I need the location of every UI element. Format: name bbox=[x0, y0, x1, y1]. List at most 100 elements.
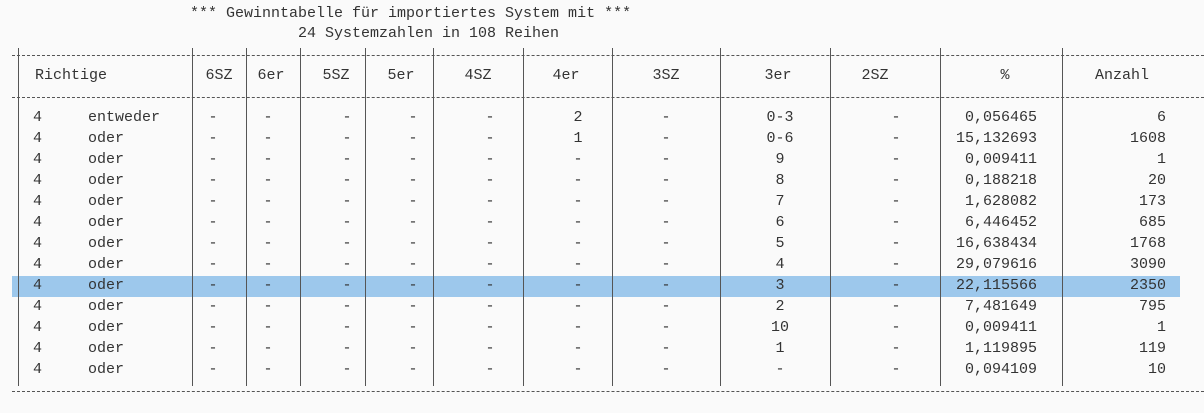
cell: - bbox=[208, 298, 218, 315]
column-separator bbox=[246, 48, 247, 386]
cell: - bbox=[263, 256, 273, 273]
column-separator bbox=[433, 48, 434, 386]
separator bbox=[12, 97, 1204, 98]
column-header: 6er bbox=[257, 67, 285, 84]
title: *** Gewinntabelle für importiertes Syste… bbox=[190, 5, 632, 22]
column-separator bbox=[300, 48, 301, 386]
cell: - bbox=[891, 256, 901, 273]
cell: - bbox=[485, 340, 495, 357]
cell: - bbox=[573, 298, 583, 315]
column-separator bbox=[1062, 48, 1063, 386]
cell: - bbox=[408, 256, 418, 273]
cell: 0-6 bbox=[766, 130, 794, 147]
cell: 0,056465 bbox=[964, 109, 1037, 126]
cell: - bbox=[408, 172, 418, 189]
column-header: 6SZ bbox=[205, 67, 233, 84]
cell: - bbox=[208, 151, 218, 168]
cell: - bbox=[263, 172, 273, 189]
cell: - bbox=[208, 340, 218, 357]
cell: - bbox=[661, 109, 671, 126]
cell: - bbox=[573, 151, 583, 168]
cell: - bbox=[485, 298, 495, 315]
cell: - bbox=[408, 193, 418, 210]
cell: 795 bbox=[1138, 298, 1166, 315]
cell: 7,481649 bbox=[964, 298, 1037, 315]
cell: 1,119895 bbox=[964, 340, 1037, 357]
cell: 29,079616 bbox=[955, 256, 1037, 273]
column-header: Anzahl bbox=[1094, 67, 1150, 84]
cell: 1 bbox=[1156, 151, 1166, 168]
cell: - bbox=[661, 172, 671, 189]
cell: 8 bbox=[775, 172, 785, 189]
cell: - bbox=[408, 214, 418, 231]
cell: - bbox=[408, 151, 418, 168]
cell: 4 bbox=[33, 109, 43, 126]
cell: - bbox=[485, 277, 495, 294]
cell: - bbox=[208, 193, 218, 210]
cell: - bbox=[775, 361, 785, 378]
cell: - bbox=[263, 235, 273, 252]
column-separator bbox=[523, 48, 524, 386]
cell: 4 bbox=[33, 319, 43, 336]
cell: - bbox=[485, 256, 495, 273]
cell: 4 bbox=[33, 130, 43, 147]
cell: - bbox=[342, 214, 352, 231]
cell: 4 bbox=[33, 256, 43, 273]
cell: - bbox=[485, 130, 495, 147]
cell: 20 bbox=[1147, 172, 1166, 189]
cell: - bbox=[342, 340, 352, 357]
cell: 685 bbox=[1138, 214, 1166, 231]
cell: 4 bbox=[33, 298, 43, 315]
cell: - bbox=[263, 298, 273, 315]
cell: - bbox=[573, 214, 583, 231]
cell: - bbox=[573, 277, 583, 294]
column-separator bbox=[18, 48, 19, 386]
cell: 3 bbox=[775, 277, 785, 294]
cell: - bbox=[408, 235, 418, 252]
column-header: 4er bbox=[552, 67, 580, 84]
cell: - bbox=[263, 340, 273, 357]
column-header: 4SZ bbox=[464, 67, 492, 84]
subtitle: 24 Systemzahlen in 108 Reihen bbox=[298, 25, 560, 42]
cell: 0,094109 bbox=[964, 361, 1037, 378]
cell: - bbox=[661, 340, 671, 357]
cell: entweder bbox=[88, 109, 161, 126]
cell: - bbox=[208, 172, 218, 189]
cell: - bbox=[408, 361, 418, 378]
column-separator bbox=[365, 48, 366, 386]
cell: - bbox=[408, 277, 418, 294]
cell: oder bbox=[88, 130, 125, 147]
cell: - bbox=[661, 298, 671, 315]
cell: 7 bbox=[775, 193, 785, 210]
cell: 6 bbox=[1156, 109, 1166, 126]
cell: 4 bbox=[33, 172, 43, 189]
cell: - bbox=[891, 277, 901, 294]
cell: 6,446452 bbox=[964, 214, 1037, 231]
cell: 16,638434 bbox=[955, 235, 1037, 252]
cell: - bbox=[485, 319, 495, 336]
cell: - bbox=[342, 277, 352, 294]
cell: 9 bbox=[775, 151, 785, 168]
cell: 1768 bbox=[1129, 235, 1166, 252]
cell: oder bbox=[88, 235, 125, 252]
cell: 2350 bbox=[1129, 277, 1166, 294]
column-separator bbox=[192, 48, 193, 386]
cell: 4 bbox=[33, 361, 43, 378]
cell: 0,009411 bbox=[964, 319, 1037, 336]
column-separator bbox=[830, 48, 831, 386]
cell: - bbox=[661, 319, 671, 336]
cell: - bbox=[485, 151, 495, 168]
cell: - bbox=[342, 172, 352, 189]
cell: - bbox=[342, 235, 352, 252]
cell: - bbox=[573, 235, 583, 252]
cell: - bbox=[661, 130, 671, 147]
cell: 22,115566 bbox=[955, 277, 1037, 294]
cell: - bbox=[208, 277, 218, 294]
cell: - bbox=[208, 214, 218, 231]
cell: - bbox=[408, 319, 418, 336]
cell: - bbox=[573, 340, 583, 357]
cell: - bbox=[661, 235, 671, 252]
cell: - bbox=[408, 109, 418, 126]
cell: - bbox=[661, 256, 671, 273]
